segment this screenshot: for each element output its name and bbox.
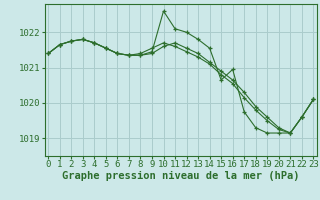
X-axis label: Graphe pression niveau de la mer (hPa): Graphe pression niveau de la mer (hPa) — [62, 171, 300, 181]
